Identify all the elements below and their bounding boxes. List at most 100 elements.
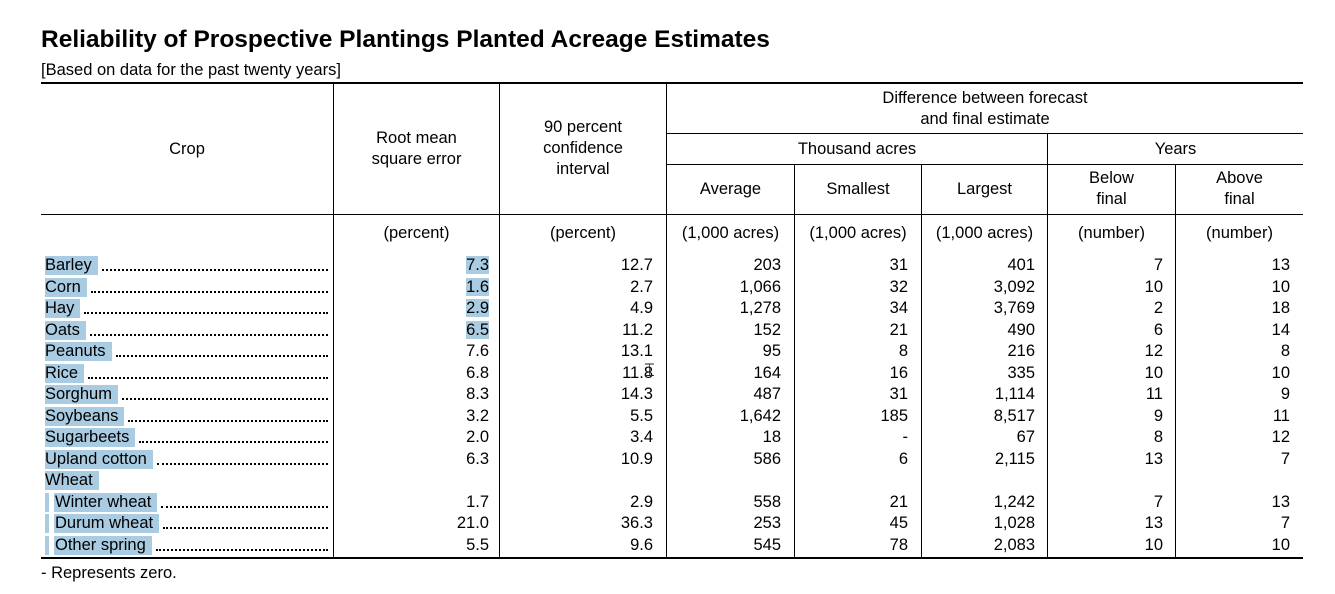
cell-ci: 3.4 bbox=[630, 428, 653, 446]
cell-rmse: 3.2 bbox=[466, 406, 489, 425]
dot-leader bbox=[115, 355, 328, 357]
cell-ci: 5.5 bbox=[630, 406, 653, 425]
dot-leader bbox=[88, 376, 328, 379]
cell-above: 10 bbox=[1271, 535, 1290, 554]
crop-label: Durum wheat bbox=[45, 514, 160, 533]
cell-above: 9 bbox=[1280, 385, 1290, 403]
crop-label: Peanuts bbox=[45, 342, 112, 361]
cell-ci: 13.1 bbox=[620, 342, 653, 360]
cell-ci: 36.3 bbox=[620, 514, 653, 532]
cell-below: 7 bbox=[1153, 492, 1163, 511]
crop-label: Hay bbox=[45, 299, 81, 318]
crop-label: Upland cotton bbox=[45, 449, 153, 469]
cell-average: 487 bbox=[753, 385, 781, 403]
header-bottom-rule bbox=[41, 214, 1303, 215]
cell-below: 10 bbox=[1144, 277, 1163, 296]
cell-largest: 1,028 bbox=[993, 514, 1035, 532]
header-below-final: Below final bbox=[1089, 169, 1134, 208]
table-row: Peanuts 7.6 13.1 95 8 216 12 8 bbox=[0, 341, 1335, 363]
cell-above: 13 bbox=[1271, 256, 1290, 274]
table-bottom-rule bbox=[41, 557, 1303, 559]
cell-below: 10 bbox=[1144, 363, 1163, 382]
crop-label: Sorghum bbox=[45, 385, 118, 404]
cell-above: 13 bbox=[1271, 492, 1290, 511]
header-average: Average bbox=[699, 180, 762, 198]
header-crop: Crop bbox=[169, 140, 205, 158]
cell-largest: 1,242 bbox=[993, 492, 1035, 511]
cell-ci: 2.9 bbox=[630, 492, 653, 511]
header-difference: Difference between forecast and final es… bbox=[882, 89, 1088, 128]
cell-average: 1,642 bbox=[739, 406, 781, 425]
header-above-final: Above final bbox=[1216, 169, 1263, 208]
col-divider-largest bbox=[921, 164, 922, 557]
cell-above: 8 bbox=[1280, 342, 1290, 360]
cell-ci: 9.6 bbox=[630, 535, 653, 554]
cell-largest: 490 bbox=[1007, 320, 1035, 339]
cell-smallest: - bbox=[902, 428, 909, 446]
cell-average: 253 bbox=[753, 514, 781, 532]
cell-below: 13 bbox=[1144, 514, 1163, 532]
cell-below: 7 bbox=[1153, 256, 1163, 274]
cell-largest: 2,083 bbox=[993, 535, 1035, 554]
crop-label: Other spring bbox=[45, 535, 152, 555]
header-rmse: Root mean square error bbox=[371, 129, 462, 168]
header-years: Years bbox=[1154, 140, 1197, 158]
cell-largest: 8,517 bbox=[993, 406, 1035, 425]
table-row: Hay 2.9 4.9 1,278 34 3,769 2 18 bbox=[0, 298, 1335, 320]
cell-smallest: 31 bbox=[889, 385, 908, 403]
dot-leader bbox=[84, 312, 328, 314]
cell-above: 10 bbox=[1271, 363, 1290, 382]
header-thousand-acres: Thousand acres bbox=[797, 140, 917, 158]
cell-largest: 3,092 bbox=[993, 277, 1035, 296]
table-row: Durum wheat 21.0 36.3 253 45 1,028 13 7 bbox=[0, 513, 1335, 535]
crop-label: Sugarbeets bbox=[45, 428, 136, 447]
cell-largest: 335 bbox=[1007, 363, 1035, 382]
cell-smallest: 21 bbox=[889, 320, 908, 339]
unit-above: (number) bbox=[1206, 224, 1273, 242]
cell-above: 12 bbox=[1271, 428, 1290, 446]
cell-above: 7 bbox=[1280, 514, 1290, 532]
table-row: Barley 7.3 12.7 203 31 401 7 13 bbox=[0, 255, 1335, 277]
unit-average: (1,000 acres) bbox=[681, 224, 780, 242]
cell-largest: 67 bbox=[1016, 428, 1035, 446]
dot-leader bbox=[90, 290, 328, 293]
unit-below: (number) bbox=[1078, 224, 1145, 242]
header-smallest: Smallest bbox=[826, 180, 890, 198]
unit-smallest: (1,000 acres) bbox=[809, 224, 907, 242]
cell-rmse: 21.0 bbox=[456, 514, 489, 532]
table-row: Corn 1.6 2.7 1,066 32 3,092 10 10 bbox=[0, 277, 1335, 299]
cell-average: 164 bbox=[753, 363, 781, 382]
table-row: Sorghum 8.3 14.3 487 31 1,114 11 9 bbox=[0, 384, 1335, 406]
cell-largest: 401 bbox=[1007, 256, 1035, 274]
cell-above: 11 bbox=[1272, 406, 1290, 425]
col-divider-below bbox=[1047, 133, 1048, 557]
crop-label: Winter wheat bbox=[45, 492, 158, 512]
cell-average: 203 bbox=[753, 256, 781, 274]
cell-ci: 11.2 bbox=[622, 320, 653, 339]
cell-rmse: 7.6 bbox=[466, 342, 489, 360]
table-row: Upland cotton 6.3 10.9 586 6 2,115 13 7 bbox=[0, 449, 1335, 471]
dot-leader bbox=[121, 398, 328, 400]
footnote: - Represents zero. bbox=[41, 564, 177, 582]
dot-leader bbox=[128, 419, 328, 422]
cell-below: 10 bbox=[1144, 535, 1163, 554]
dot-leader bbox=[89, 333, 328, 336]
cell-average: 18 bbox=[762, 428, 781, 446]
page-title: Reliability of Prospective Plantings Pla… bbox=[41, 26, 770, 53]
cell-below: 2 bbox=[1153, 299, 1163, 317]
col-divider-above bbox=[1175, 164, 1176, 557]
unit-rmse: (percent) bbox=[383, 224, 450, 242]
cell-average: 1,066 bbox=[739, 277, 781, 296]
col-divider-rmse bbox=[333, 83, 334, 557]
table-row: Rice 6.8 11.8 164 16 335 10 10 bbox=[0, 363, 1335, 385]
cell-ci: 14.3 bbox=[620, 385, 653, 403]
cell-rmse: 2.0 bbox=[466, 428, 489, 446]
cell-largest: 1,114 bbox=[994, 385, 1035, 403]
cell-rmse: 1.6 bbox=[466, 277, 489, 296]
crop-label: Rice bbox=[45, 363, 85, 383]
cell-largest: 216 bbox=[1007, 342, 1035, 360]
cell-rmse: 7.3 bbox=[466, 256, 489, 274]
cell-rmse: 1.7 bbox=[466, 492, 489, 511]
cell-below: 13 bbox=[1144, 449, 1163, 468]
cell-below: 6 bbox=[1153, 320, 1163, 339]
